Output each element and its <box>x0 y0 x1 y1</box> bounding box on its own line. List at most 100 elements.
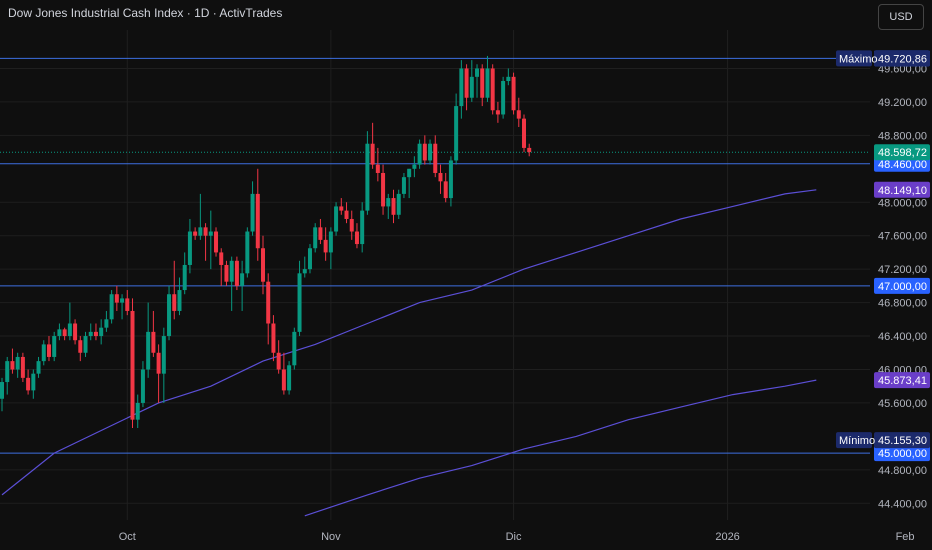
ma-label-bg <box>874 372 930 389</box>
candle-body <box>527 147 532 153</box>
max-tag: Máximo <box>839 53 878 65</box>
candle-body <box>292 331 297 366</box>
candle-body <box>130 310 135 420</box>
candle-body <box>261 248 265 282</box>
min-tag: Mínimo <box>839 435 875 447</box>
candle-body <box>255 193 260 249</box>
candle-body <box>281 369 286 391</box>
candle-body <box>140 369 145 403</box>
candle-body <box>167 294 172 337</box>
candle-body <box>146 331 151 370</box>
candle-body <box>375 164 380 173</box>
level-label: 48.460,00 <box>878 159 927 171</box>
candle-body <box>386 198 391 207</box>
candle-body <box>438 172 443 182</box>
candle-body <box>99 327 104 337</box>
candle-body <box>433 143 438 173</box>
price-tick: 46.800,00 <box>878 298 927 310</box>
price-tick: 45.600,00 <box>878 398 927 410</box>
time-tick: Feb <box>896 531 915 543</box>
time-axis[interactable]: Oct Nov Dic 2026 Feb <box>119 531 915 543</box>
candle-body <box>36 361 41 374</box>
candle-body <box>349 218 354 232</box>
candle-body <box>428 143 433 161</box>
candle-body <box>78 340 83 353</box>
max-tag-bg <box>836 50 872 67</box>
candle-body <box>511 76 516 111</box>
currency-button[interactable]: USD <box>878 4 924 30</box>
price-tick: 46.400,00 <box>878 331 927 343</box>
ma-label: 45.873,41 <box>878 375 927 387</box>
candles <box>0 55 532 429</box>
candle-body <box>501 81 506 115</box>
candle-body <box>381 172 386 207</box>
candle-body <box>73 323 78 341</box>
candle-body <box>182 264 187 291</box>
moving-averages <box>1 189 817 517</box>
price-tick: 49.600,00 <box>878 63 927 75</box>
candle-body <box>120 298 125 303</box>
price-tick: 44.400,00 <box>878 498 927 510</box>
candle-body <box>15 356 20 370</box>
candle-body <box>5 361 10 383</box>
price-tick: 49.200,00 <box>878 97 927 109</box>
chart-title: Dow Jones Industrial Cash Index · 1D · A… <box>8 6 283 20</box>
candle-body <box>266 281 271 324</box>
candle-body <box>46 344 51 357</box>
candle-body <box>485 68 490 98</box>
candle-body <box>318 227 323 240</box>
max-value-label: 49.720,86 <box>878 53 927 65</box>
candle-body <box>31 373 36 391</box>
candle-body <box>271 323 276 353</box>
candle-body <box>0 382 4 399</box>
candle-body <box>67 323 72 337</box>
candle-body <box>522 118 526 148</box>
grid-lines <box>0 30 906 520</box>
candle-body <box>506 76 511 82</box>
candle-body <box>214 231 219 253</box>
candle-body <box>219 252 224 265</box>
price-tick: 48.000,00 <box>878 197 927 209</box>
last-price-label-bg <box>874 144 930 161</box>
candle-body <box>88 331 93 337</box>
candle-body <box>370 143 375 165</box>
candle-body <box>193 231 198 236</box>
level-label-bg <box>874 277 930 294</box>
candle-body <box>198 227 203 236</box>
candle-body <box>407 168 412 178</box>
candle-body <box>396 193 401 215</box>
candle-body <box>297 273 302 332</box>
candle-body <box>187 231 192 265</box>
candle-body <box>62 329 67 337</box>
candle-body <box>490 68 495 111</box>
ma-slow-line <box>304 379 817 517</box>
price-tick: 44.800,00 <box>878 465 927 477</box>
min-tag-bg <box>836 432 872 449</box>
candle-body <box>412 164 417 169</box>
candle-body <box>454 106 459 161</box>
candle-body <box>287 365 292 391</box>
candle-body <box>307 248 312 270</box>
candle-body <box>20 356 25 378</box>
candle-body <box>302 269 307 274</box>
candle-body <box>276 352 281 370</box>
candle-body <box>177 290 182 311</box>
candle-body <box>229 260 234 282</box>
candle-body <box>459 68 464 107</box>
level-label-bg <box>874 445 930 462</box>
candle-body <box>114 294 119 303</box>
candle-body <box>339 206 344 211</box>
candle-body <box>224 264 229 282</box>
time-tick: Nov <box>321 531 341 543</box>
candle-body <box>240 273 245 286</box>
candle-body <box>313 227 318 249</box>
price-axis[interactable]: 44.400,0044.800,0045.600,0046.000,0046.4… <box>870 0 932 550</box>
candle-body <box>401 177 406 194</box>
candle-body <box>334 206 339 232</box>
candle-body <box>57 329 62 337</box>
candle-body <box>323 239 328 253</box>
max-value-label-bg <box>874 50 930 67</box>
min-value-label: 45.155,30 <box>878 435 927 447</box>
candle-body <box>208 231 213 236</box>
